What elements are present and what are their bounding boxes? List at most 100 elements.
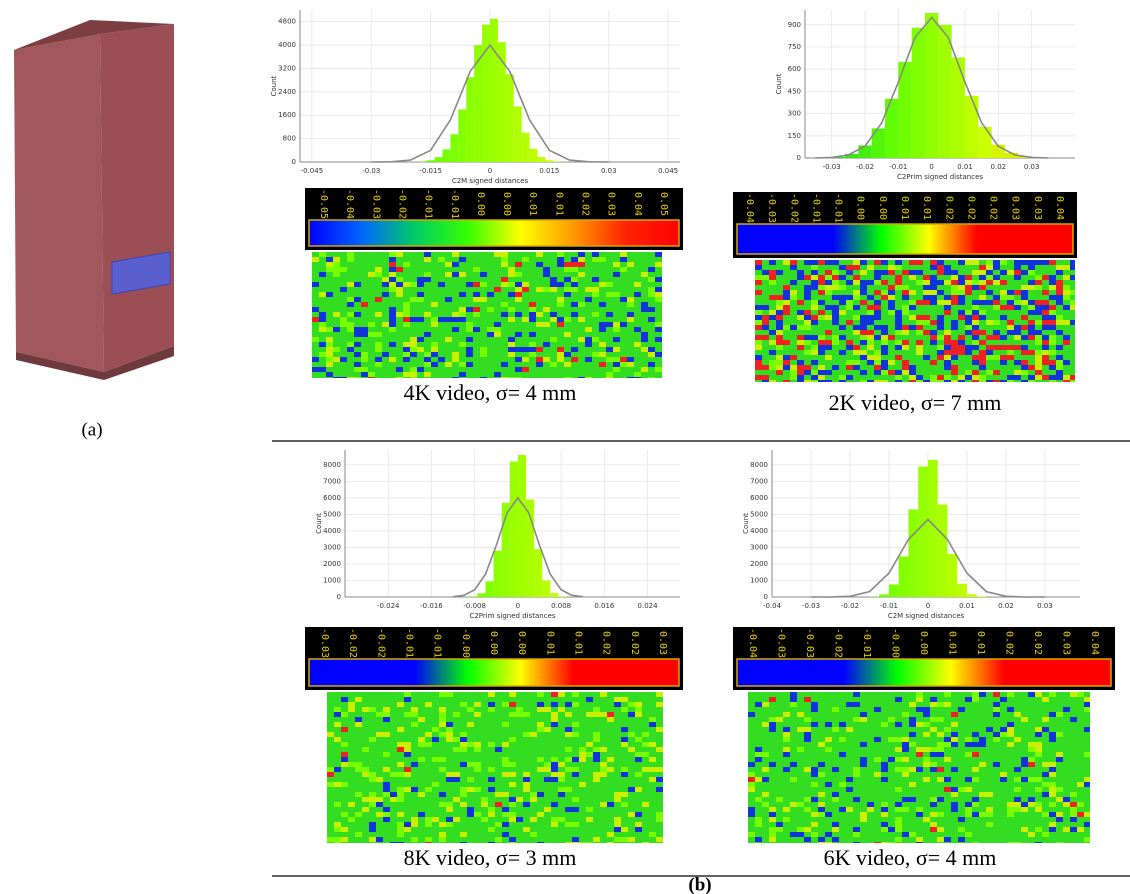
map-cell <box>516 712 523 717</box>
map-cell <box>1077 802 1084 807</box>
map-cell <box>916 375 923 380</box>
colorbar-label: -0.03 <box>370 189 381 219</box>
map-cell <box>431 302 438 307</box>
colorbar-label: 0.01 <box>572 631 583 655</box>
colorbar-label: -0.03 <box>776 628 787 658</box>
map-cell <box>825 355 832 360</box>
map-cell <box>656 692 663 697</box>
map-cell <box>1028 305 1035 310</box>
map-cell <box>425 817 432 822</box>
map-cell <box>362 707 369 712</box>
bar <box>542 580 550 597</box>
map-cell <box>641 302 648 307</box>
colorbar-label: 0.02 <box>601 631 612 655</box>
map-cell <box>635 787 642 792</box>
map-cell <box>944 300 951 305</box>
map-cell <box>452 357 459 362</box>
map-cell <box>993 300 1000 305</box>
y-tick-label: 7000 <box>323 477 341 485</box>
map-cell <box>1049 782 1056 787</box>
map-cell <box>846 807 853 812</box>
y-tick-label: 4800 <box>278 18 296 26</box>
map-cell <box>319 272 326 277</box>
map-cell <box>585 377 592 378</box>
map-cell <box>1063 827 1070 832</box>
map-cell <box>404 822 411 827</box>
map-cell <box>825 380 832 382</box>
map-cell <box>804 340 811 345</box>
map-cell <box>804 335 811 340</box>
map-cell <box>895 315 902 320</box>
map-cell <box>895 325 902 330</box>
map-cell <box>508 377 515 378</box>
map-cell <box>1049 335 1056 340</box>
map-cell <box>1042 275 1049 280</box>
map-cell <box>452 252 459 257</box>
map-cell <box>558 707 565 712</box>
map-cell <box>839 722 846 727</box>
map-cell <box>397 842 404 843</box>
map-cell <box>818 380 825 382</box>
map-cell <box>986 380 993 382</box>
map-cell <box>1056 285 1063 290</box>
map-cell <box>811 345 818 350</box>
map-cell <box>383 807 390 812</box>
map-cell <box>811 320 818 325</box>
map-cell <box>557 347 564 352</box>
map-cell <box>916 380 923 382</box>
map-cell <box>480 347 487 352</box>
map-cell <box>1035 827 1042 832</box>
x-tick-label: -0.015 <box>419 167 442 175</box>
bar <box>518 455 526 597</box>
map-cell <box>509 812 516 817</box>
map-cell <box>460 762 467 767</box>
map-cell <box>888 265 895 270</box>
map-cell <box>895 275 902 280</box>
map-cell <box>599 327 606 332</box>
map-cell <box>755 320 762 325</box>
x-tick-label: -0.04 <box>763 602 782 610</box>
colorbar-label: 0.02 <box>1032 631 1043 655</box>
map-cell <box>902 797 909 802</box>
map-cell <box>860 712 867 717</box>
map-cell <box>551 802 558 807</box>
map-cell <box>404 712 411 717</box>
map-cell <box>509 842 516 843</box>
y-tick-label: 0 <box>797 154 801 162</box>
map-cell <box>811 707 818 712</box>
histogram-panel: 080016002400320040004800-0.045-0.03-0.01… <box>270 10 683 405</box>
map-cell <box>340 267 347 272</box>
y-tick-label: 3000 <box>323 543 341 551</box>
x-tick-label: 0.01 <box>959 602 975 610</box>
map-cell <box>993 712 1000 717</box>
map-cell <box>565 747 572 752</box>
map-cell <box>1070 375 1075 380</box>
map-cell <box>375 357 382 362</box>
map-cell <box>446 802 453 807</box>
map-cell <box>1007 325 1014 330</box>
map-cell <box>853 350 860 355</box>
map-cell <box>530 797 537 802</box>
y-tick-label: 150 <box>788 132 801 140</box>
map-cell <box>867 295 874 300</box>
map-cell <box>564 287 571 292</box>
map-cell <box>748 782 755 787</box>
map-cell <box>818 260 825 265</box>
map-cell <box>459 307 466 312</box>
map-cell <box>776 797 783 802</box>
map-cell <box>1007 375 1014 380</box>
map-cell <box>1042 335 1049 340</box>
map-cell <box>424 362 431 367</box>
map-cell <box>951 285 958 290</box>
map-cell <box>543 342 550 347</box>
map-cell <box>797 712 804 717</box>
map-cell <box>888 370 895 375</box>
map-cell <box>762 315 769 320</box>
map-cell <box>1063 305 1070 310</box>
map-cell <box>1014 325 1021 330</box>
map-cell <box>655 322 662 327</box>
map-cell <box>390 792 397 797</box>
map-cell <box>1021 370 1028 375</box>
map-cell <box>467 762 474 767</box>
map-cell <box>1014 335 1021 340</box>
